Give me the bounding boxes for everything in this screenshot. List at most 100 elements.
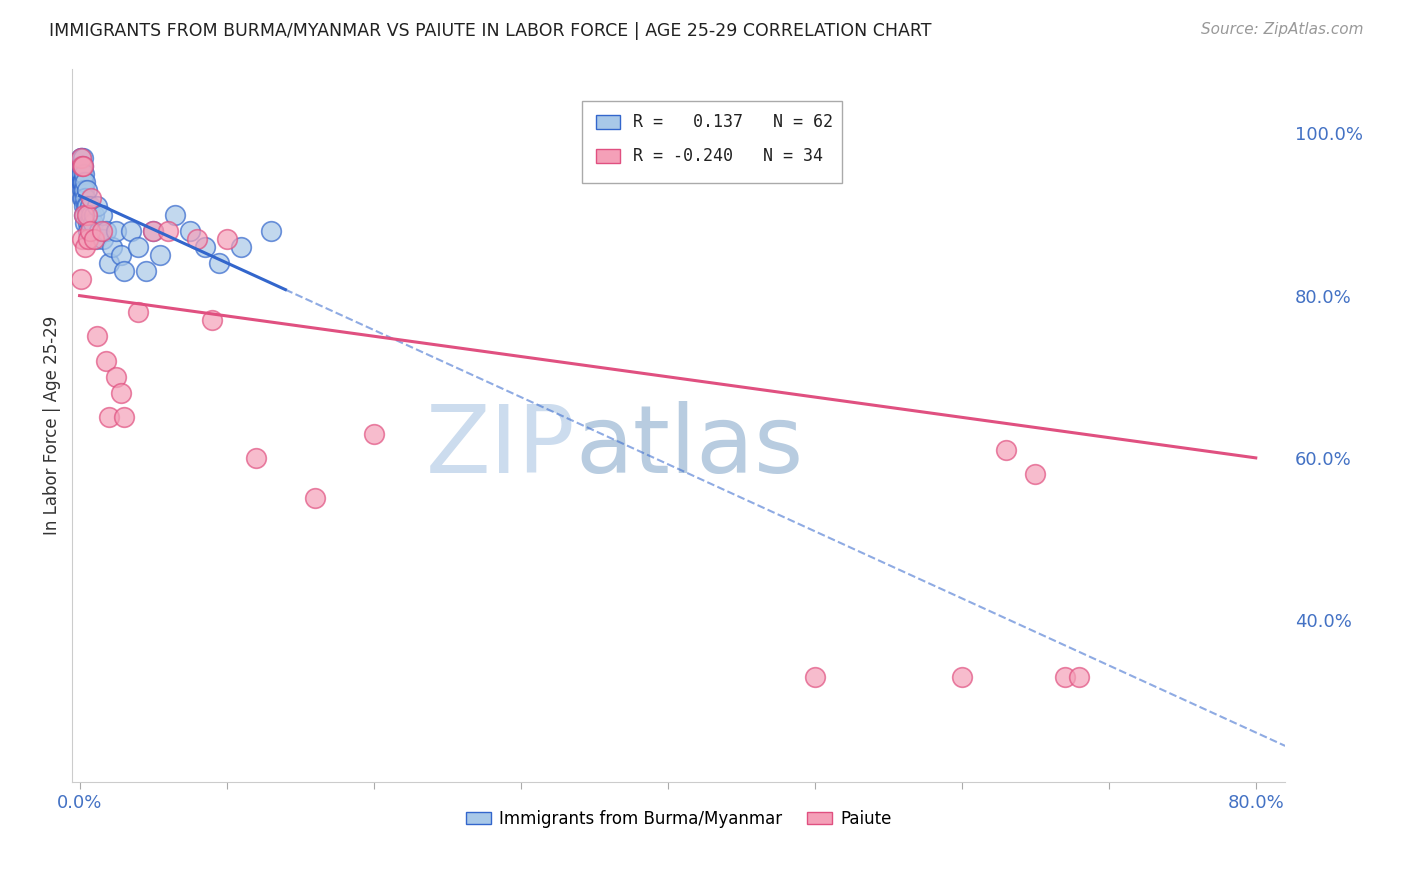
Point: [70, 232, 93, 246]
Point: [83, 208, 105, 222]
Point: [70, 167, 93, 181]
Point: [304, 491, 326, 506]
Point: [73, 208, 96, 222]
Point: [70, 159, 93, 173]
Point: [86, 199, 108, 213]
Point: [87, 224, 110, 238]
Point: [70, 183, 93, 197]
Point: [70, 159, 93, 173]
Point: [142, 224, 165, 238]
Point: [83, 232, 105, 246]
Point: [70, 175, 93, 189]
Point: [79, 224, 101, 238]
Point: [72, 183, 94, 197]
Point: [142, 224, 165, 238]
Point: [72, 191, 94, 205]
Text: atlas: atlas: [575, 401, 804, 493]
Point: [70, 151, 93, 165]
Point: [149, 248, 172, 262]
Point: [70, 159, 93, 173]
Point: [80, 191, 103, 205]
Point: [72, 159, 94, 173]
Point: [76, 183, 98, 197]
Point: [70, 191, 93, 205]
Legend: Immigrants from Burma/Myanmar, Paiute: Immigrants from Burma/Myanmar, Paiute: [458, 804, 898, 835]
Point: [803, 670, 825, 684]
Point: [73, 216, 96, 230]
Point: [186, 232, 208, 246]
Point: [70, 175, 93, 189]
Point: [208, 256, 231, 270]
Point: [127, 240, 149, 254]
Point: [105, 224, 128, 238]
Point: [135, 264, 157, 278]
Point: [69, 272, 91, 286]
Point: [77, 224, 100, 238]
Point: [363, 426, 385, 441]
Point: [201, 313, 224, 327]
Point: [91, 232, 114, 246]
Point: [156, 224, 179, 238]
Point: [79, 199, 101, 213]
Point: [72, 175, 94, 189]
Point: [82, 216, 104, 230]
Point: [231, 240, 253, 254]
Point: [70, 151, 93, 165]
Point: [994, 442, 1017, 457]
Point: [86, 329, 108, 343]
Point: [98, 410, 121, 425]
FancyBboxPatch shape: [582, 101, 842, 183]
Text: R = -0.240   N = 34: R = -0.240 N = 34: [633, 147, 823, 165]
Point: [110, 248, 132, 262]
Point: [80, 208, 103, 222]
Point: [215, 232, 238, 246]
Point: [1053, 670, 1076, 684]
Point: [73, 167, 96, 181]
Point: [69, 159, 91, 173]
Point: [112, 264, 135, 278]
Point: [260, 224, 283, 238]
Point: [76, 199, 98, 213]
Point: [90, 224, 112, 238]
Point: [70, 175, 93, 189]
Point: [69, 159, 91, 173]
Text: IMMIGRANTS FROM BURMA/MYANMAR VS PAIUTE IN LABOR FORCE | AGE 25-29 CORRELATION C: IMMIGRANTS FROM BURMA/MYANMAR VS PAIUTE …: [49, 22, 932, 40]
Point: [165, 208, 187, 222]
Point: [70, 167, 93, 181]
Point: [110, 386, 132, 401]
Point: [75, 191, 97, 205]
Y-axis label: In Labor Force | Age 25-29: In Labor Force | Age 25-29: [44, 316, 60, 535]
Point: [73, 208, 96, 222]
Point: [101, 240, 124, 254]
Point: [76, 208, 98, 222]
Point: [70, 167, 93, 181]
Point: [84, 232, 107, 246]
Point: [112, 410, 135, 425]
Point: [950, 670, 973, 684]
Point: [79, 216, 101, 230]
Text: ZIP: ZIP: [426, 401, 575, 493]
Point: [90, 208, 112, 222]
Point: [72, 151, 94, 165]
Point: [70, 167, 93, 181]
Point: [76, 208, 98, 222]
Point: [75, 240, 97, 254]
Point: [105, 369, 128, 384]
Point: [75, 199, 97, 213]
Point: [193, 240, 215, 254]
Text: Source: ZipAtlas.com: Source: ZipAtlas.com: [1201, 22, 1364, 37]
FancyBboxPatch shape: [596, 115, 620, 129]
Point: [179, 224, 201, 238]
Point: [72, 175, 94, 189]
Point: [73, 183, 96, 197]
Point: [75, 175, 97, 189]
Point: [73, 199, 96, 213]
Point: [70, 159, 93, 173]
Point: [72, 159, 94, 173]
FancyBboxPatch shape: [596, 149, 620, 163]
Point: [1024, 467, 1046, 482]
Point: [94, 353, 117, 368]
Point: [98, 256, 121, 270]
Point: [77, 216, 100, 230]
Point: [1069, 670, 1091, 684]
